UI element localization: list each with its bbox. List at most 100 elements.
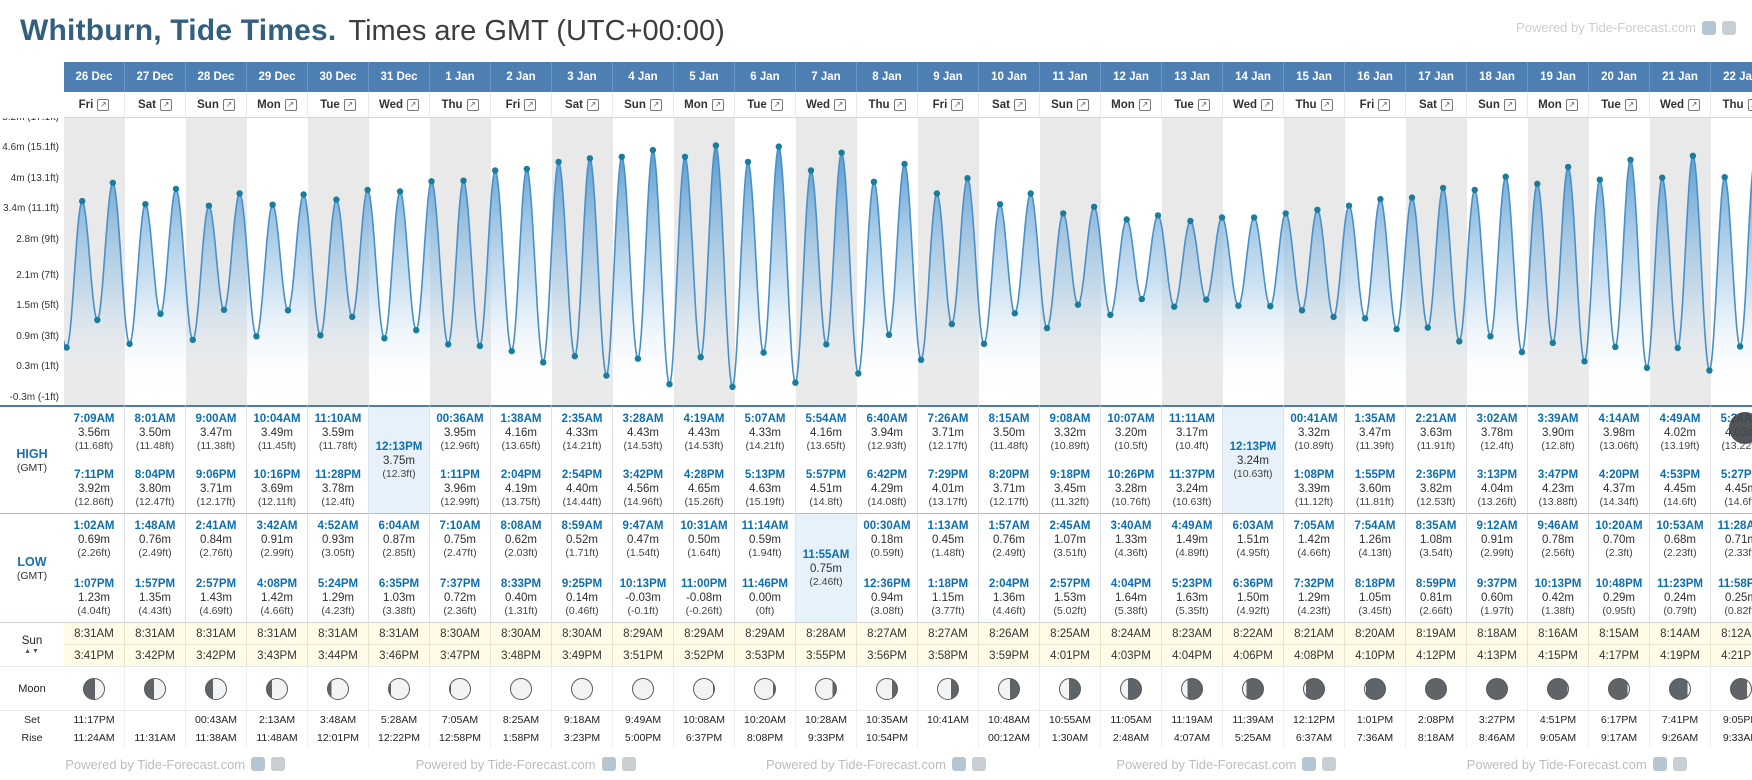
expand-icon[interactable]: ↗: [951, 98, 964, 111]
weekday-cell[interactable]: Fri ↗: [1345, 92, 1406, 118]
expand-icon[interactable]: ↗: [770, 98, 783, 111]
expand-icon[interactable]: ↗: [893, 98, 906, 111]
date-header: 19 Jan: [1528, 62, 1589, 92]
tide-height-ft: (1.64ft): [687, 547, 721, 560]
expand-icon[interactable]: ↗: [284, 98, 297, 111]
weekday-cell[interactable]: Tue ↗: [308, 92, 369, 118]
date-header: 11 Jan: [1040, 62, 1101, 92]
weekday-cell[interactable]: Mon ↗: [1101, 92, 1162, 118]
high-tide-cell: 8:15AM 3.50m (11.48ft) 8:20PM 3.71m (12.17ft): [979, 405, 1040, 513]
weekday-cell[interactable]: Sat ↗: [552, 92, 613, 118]
tide-time: 8:59PM: [1415, 578, 1457, 591]
sun-cell: 8:24AM 4:03PM: [1101, 622, 1162, 666]
date-label: 30 Dec: [319, 71, 357, 83]
expand-icon[interactable]: ↗: [1138, 98, 1151, 111]
weekday-cell[interactable]: Sat ↗: [979, 92, 1040, 118]
weekday-cell[interactable]: Wed ↗: [1650, 92, 1711, 118]
weekday-label: Sun: [197, 98, 219, 111]
weekday-cell[interactable]: Fri ↗: [491, 92, 552, 118]
weekday-cell[interactable]: Tue ↗: [735, 92, 796, 118]
expand-icon[interactable]: ↗: [1261, 98, 1274, 111]
tide-height-ft: (0.79ft): [1663, 605, 1697, 618]
weekday-cell[interactable]: Sun ↗: [1040, 92, 1101, 118]
weekday-cell[interactable]: Tue ↗: [1162, 92, 1223, 118]
expand-icon[interactable]: ↗: [1378, 98, 1391, 111]
moonset-row-label: Set: [0, 710, 64, 728]
weekday-cell[interactable]: Thu ↗: [857, 92, 918, 118]
tide-table: 5.2m (17.1ft) 4.6m (15.1ft) 4m (13.1ft) 3.4…: [0, 62, 1752, 748]
expand-icon[interactable]: ↗: [1076, 98, 1089, 111]
tide-entry: 1:57AM 0.76m (2.49ft): [989, 519, 1030, 560]
tide-entry: 6:35PM 1.03m (3.38ft): [379, 577, 419, 618]
weekday-cell[interactable]: Tue ↗: [1589, 92, 1650, 118]
expand-icon[interactable]: ↗: [1503, 98, 1516, 111]
weekday-cell[interactable]: Mon ↗: [247, 92, 308, 118]
watermark: Powered by Tide-Forecast.com: [416, 757, 636, 772]
expand-icon[interactable]: ↗: [1013, 98, 1026, 111]
moon-phase-icon: [388, 677, 410, 700]
weekday-cell[interactable]: Sat ↗: [1406, 92, 1467, 118]
expand-icon[interactable]: ↗: [97, 98, 110, 111]
moonset-time: 10:55AM: [1048, 713, 1092, 726]
watermark-icon: [1652, 757, 1667, 771]
expand-icon[interactable]: ↗: [1747, 98, 1752, 111]
tide-height-m: 0.24m: [1664, 592, 1696, 605]
expand-icon[interactable]: ↗: [524, 98, 537, 111]
expand-icon[interactable]: ↗: [711, 98, 724, 111]
moonrise-cell: 11:31AM: [125, 728, 186, 748]
expand-icon[interactable]: ↗: [343, 98, 356, 111]
moon-phase-icon: [144, 677, 166, 700]
tide-entry: 7:11PM 3.92m (12.86ft): [74, 468, 114, 509]
tide-time: 1:57AM: [988, 520, 1030, 532]
expand-icon[interactable]: ↗: [466, 98, 479, 111]
expand-icon[interactable]: ↗: [834, 98, 847, 111]
weekday-cell[interactable]: Wed ↗: [796, 92, 857, 118]
expand-icon[interactable]: ↗: [1624, 98, 1637, 111]
expand-icon[interactable]: ↗: [1688, 98, 1701, 111]
weekday-label: Mon: [257, 98, 281, 111]
chart-day-band: [1284, 118, 1345, 405]
sun-cell: 8:29AM 3:51PM: [613, 622, 674, 666]
tide-height-m: 3.82m: [1420, 483, 1452, 496]
expand-icon[interactable]: ↗: [649, 98, 662, 111]
tide-entry: 7:54AM 1.26m (4.13ft): [1355, 519, 1396, 560]
weekday-cell[interactable]: Mon ↗: [674, 92, 735, 118]
weekday-cell[interactable]: Sun ↗: [613, 92, 674, 118]
low-tide-cell: 9:47AM 0.47m (1.54ft) 10:13PM -0.03m (-0.1ft): [613, 513, 674, 622]
expand-icon[interactable]: ↗: [586, 98, 599, 111]
tide-height-m: 3.69m: [261, 483, 293, 496]
high-tide-cell: 10:07AM 3.20m (10.5ft) 10:26PM 3.28m (10.76ft…: [1101, 405, 1162, 513]
tide-height-ft: (2.46ft): [809, 576, 843, 589]
weekday-cell[interactable]: Fri ↗: [918, 92, 979, 118]
weekday-cell[interactable]: Sun ↗: [1467, 92, 1528, 118]
tide-height-ft: (12.17ft): [989, 496, 1029, 509]
high-row-label: HIGH (GMT): [0, 405, 64, 513]
weekday-cell[interactable]: Thu ↗: [430, 92, 491, 118]
tide-time: 7:05AM: [1293, 520, 1335, 532]
expand-icon[interactable]: ↗: [159, 98, 172, 111]
expand-icon[interactable]: ↗: [1440, 98, 1453, 111]
weekday-cell[interactable]: Sun ↗: [186, 92, 247, 118]
tide-height-m: 4.43m: [688, 427, 720, 440]
watermark: Powered by Tide-Forecast.com: [1116, 757, 1337, 772]
expand-icon[interactable]: ↗: [1565, 98, 1578, 111]
moonset-time: 9:49AM: [624, 713, 662, 726]
weekday-cell[interactable]: Fri ↗: [64, 92, 125, 118]
weekday-cell[interactable]: Mon ↗: [1528, 92, 1589, 118]
expand-icon[interactable]: ↗: [222, 98, 235, 111]
tide-time: 8:04PM: [134, 469, 176, 482]
weekday-cell[interactable]: Wed ↗: [369, 92, 430, 118]
weekday-cell[interactable]: Sat ↗: [125, 92, 186, 118]
expand-icon[interactable]: ↗: [1320, 98, 1333, 111]
tide-height-ft: (12.47ft): [135, 496, 175, 509]
tide-entry: 8:59AM 0.52m (1.71ft): [562, 519, 603, 560]
weekday-cell[interactable]: Thu ↗: [1284, 92, 1345, 118]
expand-icon[interactable]: ↗: [407, 98, 420, 111]
weekday-cell[interactable]: Thu ↗: [1711, 92, 1752, 118]
expand-icon[interactable]: ↗: [1197, 98, 1210, 111]
weekday-cell[interactable]: Wed ↗: [1223, 92, 1284, 118]
moonrise-row-label: Rise: [0, 728, 64, 748]
tide-height-ft: (4.66ft): [260, 605, 294, 618]
tide-height-ft: (14.8ft): [809, 496, 843, 509]
moon-phase-icon: [815, 677, 837, 700]
